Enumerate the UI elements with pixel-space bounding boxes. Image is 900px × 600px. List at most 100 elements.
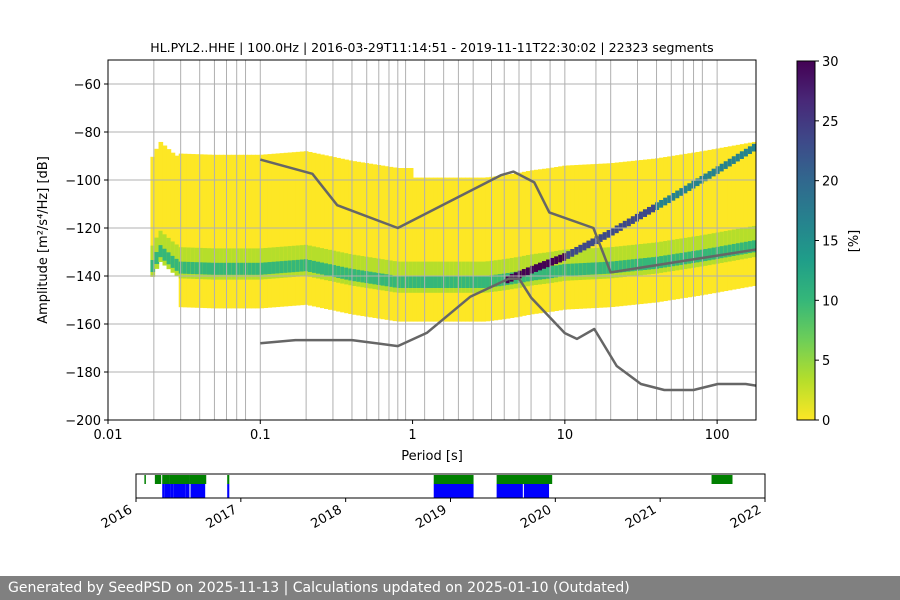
- density-column: [659, 157, 664, 302]
- density-column: [477, 177, 483, 322]
- density-band-core: [437, 276, 442, 288]
- density-band-core: [663, 255, 668, 268]
- y-tick-label: −180: [65, 366, 101, 381]
- density-band-core: [287, 260, 293, 273]
- colorbar-tick-label: 30: [822, 55, 839, 70]
- density-column: [687, 153, 693, 298]
- density-instrument-line: [719, 163, 725, 172]
- density-band-core: [719, 246, 725, 259]
- density-column: [626, 161, 632, 306]
- density-column: [529, 170, 535, 315]
- timeline-green-span: [154, 475, 162, 484]
- density-band-core: [655, 256, 660, 269]
- timeline-blue-span: [164, 484, 171, 498]
- timeline-green-span: [433, 475, 474, 484]
- density-band-core: [647, 257, 652, 270]
- density-instrument-line: [659, 199, 664, 208]
- density-band-core: [457, 276, 462, 288]
- density-band-core: [445, 276, 450, 288]
- density-band-core: [473, 276, 479, 288]
- density-instrument-line: [538, 262, 543, 271]
- density-column: [360, 162, 366, 317]
- density-column: [719, 147, 725, 292]
- density-column: [275, 153, 281, 308]
- density-column: [465, 177, 470, 322]
- density-band-core: [332, 265, 337, 278]
- density-instrument-line: [566, 251, 571, 259]
- density-band-core: [699, 249, 705, 262]
- density-band-core: [602, 261, 608, 274]
- density-instrument-line: [570, 249, 575, 257]
- density-column: [505, 174, 511, 319]
- density-band-core: [239, 262, 244, 275]
- density-band-core: [739, 242, 745, 255]
- density-band-core: [465, 276, 470, 288]
- timeline-blue-span: [523, 484, 550, 498]
- density-instrument-line: [582, 242, 588, 251]
- density-column: [396, 168, 402, 322]
- density-band-core: [594, 262, 600, 275]
- density-column: [711, 149, 717, 294]
- density-instrument-line: [598, 234, 604, 242]
- density-instrument-line: [727, 158, 733, 167]
- density-column: [324, 155, 329, 309]
- density-band-core: [259, 262, 265, 275]
- density-column: [166, 149, 172, 270]
- density-column: [307, 151, 313, 306]
- density-band-core: [408, 276, 414, 288]
- density-column: [186, 153, 192, 308]
- density-column: [517, 172, 523, 317]
- density-instrument-line: [578, 244, 584, 253]
- density-column: [231, 154, 236, 309]
- density-band-core: [215, 262, 220, 275]
- density-instrument-line: [667, 195, 672, 204]
- density-column: [485, 177, 491, 322]
- density-instrument-line: [683, 185, 688, 194]
- density-column: [683, 153, 688, 298]
- density-band-core: [723, 245, 729, 258]
- density-band-core: [554, 265, 559, 278]
- colorbar-tick-label: 25: [822, 115, 839, 130]
- density-band-core: [566, 263, 571, 276]
- density-instrument-line: [743, 148, 749, 157]
- density-instrument-line: [546, 259, 551, 268]
- density-column: [420, 177, 426, 322]
- density-column: [332, 157, 337, 311]
- density-column: [461, 177, 466, 322]
- density-column: [513, 173, 519, 318]
- density-column: [206, 154, 212, 309]
- density-band-core: [675, 253, 680, 266]
- density-band-core: [231, 262, 236, 275]
- density-band-core: [235, 262, 240, 275]
- density-band-core: [154, 252, 160, 265]
- density-instrument-line: [525, 267, 531, 276]
- density-column: [202, 154, 208, 309]
- density-band-core: [267, 262, 273, 275]
- density-column: [263, 154, 269, 308]
- density-band-core: [368, 271, 374, 284]
- density-band-core: [727, 244, 733, 257]
- density-band-core: [590, 262, 596, 275]
- density-band-core: [533, 268, 539, 281]
- y-tick-label: −80: [74, 126, 101, 141]
- density-band-core: [299, 259, 305, 272]
- density-band-core: [227, 262, 232, 275]
- density-instrument-line: [687, 183, 693, 191]
- density-instrument-line: [751, 143, 756, 152]
- density-column: [251, 154, 257, 309]
- y-tick-label: −100: [65, 174, 101, 189]
- density-band-core: [538, 267, 543, 280]
- density-instrument-line: [550, 257, 555, 266]
- density-column: [663, 157, 668, 302]
- density-band-core: [170, 255, 176, 268]
- density-band-core: [315, 261, 321, 274]
- density-band-core: [247, 262, 252, 275]
- density-band-core: [558, 264, 563, 277]
- density-column: [449, 177, 454, 322]
- footer-status: Generated by SeedPSD on 2025-11-13 | Cal…: [0, 576, 900, 600]
- density-column: [538, 169, 543, 314]
- timeline-year-ticks: 2016 2017 2018 2019 2020 2021 2022: [99, 498, 766, 532]
- density-column: [550, 167, 555, 312]
- timeline-blue-span: [227, 484, 230, 498]
- density-column: [437, 177, 442, 322]
